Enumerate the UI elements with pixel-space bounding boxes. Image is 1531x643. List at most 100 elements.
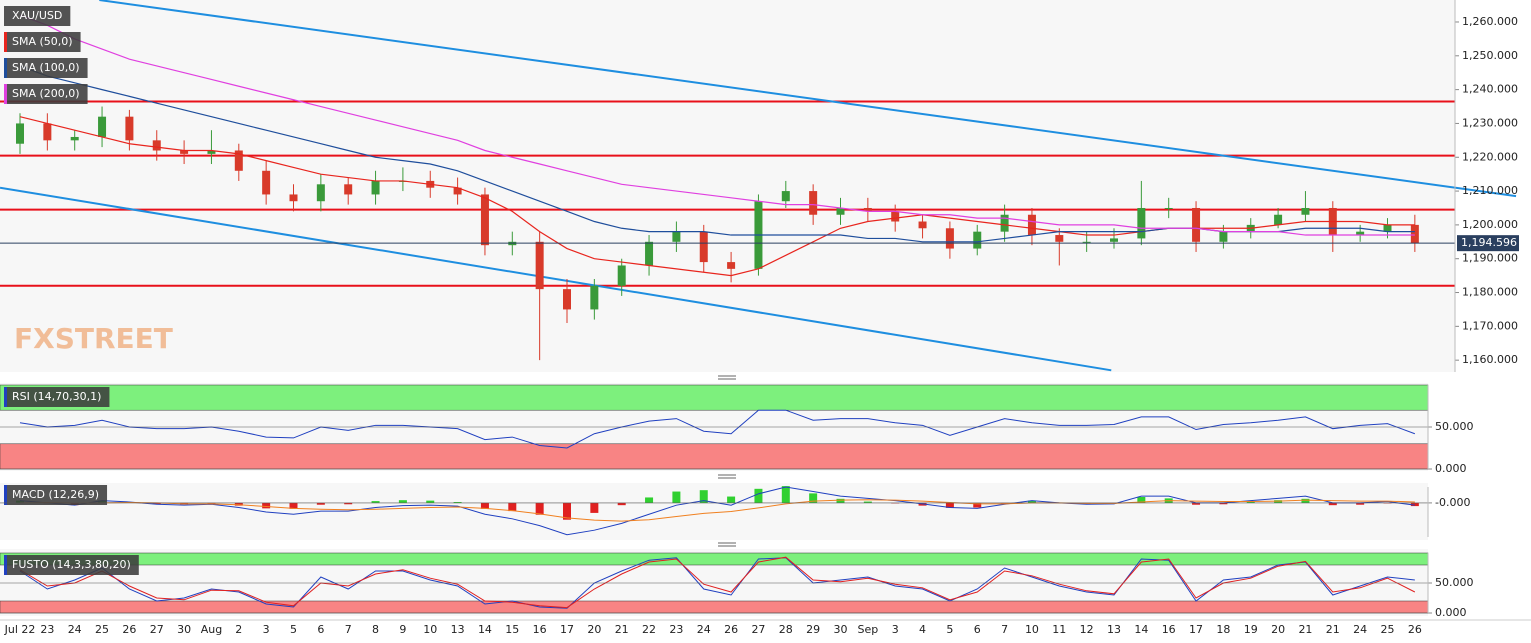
- candle-body: [945, 228, 954, 249]
- histogram-bar: [426, 500, 435, 503]
- panel-title-box: [4, 555, 139, 575]
- histogram-bar: [1328, 502, 1337, 506]
- x-tick-label: 24: [1353, 623, 1367, 636]
- indicator-line: [19, 409, 1416, 449]
- last-price-label: 1,194.596: [1461, 236, 1517, 249]
- watermark: FXSTREET: [14, 322, 173, 355]
- x-tick-label: 27: [150, 623, 164, 636]
- panel-title-box: [4, 387, 110, 407]
- x-tick-label: 17: [560, 623, 574, 636]
- x-tick-label: 3: [892, 623, 899, 636]
- legend-entry-swatch: [4, 32, 7, 52]
- x-tick-label: 29: [806, 623, 820, 636]
- histogram-bar: [398, 500, 407, 503]
- x-tick-label: 10: [423, 623, 437, 636]
- x-tick-label: 13: [451, 623, 465, 636]
- x-tick-label: Sep: [857, 623, 878, 636]
- candle-body: [1219, 231, 1228, 242]
- candle-body: [1301, 207, 1310, 215]
- x-tick-label: 13: [1107, 623, 1121, 636]
- x-tick-label: 22: [642, 623, 656, 636]
- histogram-bar: [590, 502, 599, 513]
- overbought-zone: [0, 384, 1429, 411]
- histogram-bar: [1356, 502, 1365, 505]
- candle-body: [98, 116, 107, 137]
- candle-body: [617, 265, 626, 286]
- panel-title: MACD (12,26,9): [12, 488, 99, 501]
- histogram-bar: [727, 496, 736, 503]
- x-tick-label: 25: [95, 623, 109, 636]
- histogram-bar: [973, 502, 982, 508]
- x-tick-label: 26: [724, 623, 738, 636]
- x-tick-label: 27: [751, 623, 765, 636]
- candle-body: [672, 231, 681, 242]
- x-tick-label: 7: [345, 623, 352, 636]
- x-tick-label: 16: [533, 623, 547, 636]
- x-tick-label: 19: [1244, 623, 1258, 636]
- histogram-bar: [836, 498, 845, 503]
- candle-body: [16, 123, 24, 144]
- histogram-bar: [754, 488, 763, 503]
- legend-entry-swatch: [4, 84, 7, 104]
- candle-body: [1274, 214, 1283, 225]
- x-tick-label: 11: [1052, 623, 1066, 636]
- x-tick-label: 21: [1326, 623, 1340, 636]
- histogram-bar: [617, 502, 626, 506]
- y-tick-label: 1,160.000: [1462, 353, 1518, 366]
- candle-body: [70, 136, 79, 141]
- legend-entry-swatch: [4, 58, 7, 78]
- x-tick-label: 7: [1001, 623, 1008, 636]
- legend-entry-box: [4, 58, 88, 78]
- x-tick-label: 14: [478, 623, 492, 636]
- histogram-bar: [1301, 498, 1310, 503]
- histogram-bar: [1192, 502, 1201, 505]
- x-tick-label: 14: [1134, 623, 1148, 636]
- macd-panel: [0, 483, 1428, 540]
- panel-title-swatch: [4, 485, 7, 505]
- histogram-bar: [152, 502, 161, 505]
- histogram-bar: [1137, 497, 1146, 503]
- histogram-bar: [1027, 500, 1036, 503]
- x-tick-label: 26: [122, 623, 136, 636]
- candle-body: [152, 140, 161, 151]
- histogram-bar: [508, 502, 517, 512]
- candle-body: [1192, 207, 1201, 242]
- candle-body: [1027, 214, 1036, 236]
- candle-body: [1082, 241, 1091, 243]
- x-tick-label: 21: [1298, 623, 1312, 636]
- histogram-bar: [945, 502, 954, 508]
- panel-title-box: [4, 485, 108, 505]
- histogram-bar: [699, 490, 708, 503]
- candle-body: [1164, 207, 1173, 209]
- candle-body: [1110, 238, 1118, 242]
- histogram-bar: [453, 502, 462, 503]
- indicator-line: [19, 556, 1416, 609]
- x-tick-label: 26: [1408, 623, 1422, 636]
- y-tick-label: 1,200.000: [1462, 218, 1518, 231]
- candle-body: [43, 123, 52, 141]
- x-tick-label: 9: [399, 623, 406, 636]
- candle-body: [207, 150, 216, 154]
- x-tick-label: 18: [1216, 623, 1230, 636]
- candle-body: [262, 170, 271, 195]
- legend-entry: SMA (200,0): [12, 87, 80, 100]
- candle-body: [836, 207, 845, 215]
- candle-body: [1410, 224, 1419, 244]
- panel-handles: [718, 375, 736, 547]
- candle-body: [863, 207, 872, 212]
- x-tick-label: 20: [587, 623, 601, 636]
- x-tick-label: 28: [779, 623, 793, 636]
- panel-title-swatch: [4, 387, 7, 407]
- x-tick-label: 23: [40, 623, 54, 636]
- legend-entry: SMA (50,0): [12, 35, 73, 48]
- histogram-bar: [344, 502, 353, 505]
- candle-body: [535, 241, 544, 290]
- panel-title-swatch: [4, 555, 7, 575]
- candle-body: [645, 241, 654, 266]
- y-tick-label: 1,250.000: [1462, 49, 1518, 62]
- histogram-bar: [480, 502, 489, 509]
- indicator-line: [19, 557, 1415, 609]
- x-tick-label: 15: [505, 623, 519, 636]
